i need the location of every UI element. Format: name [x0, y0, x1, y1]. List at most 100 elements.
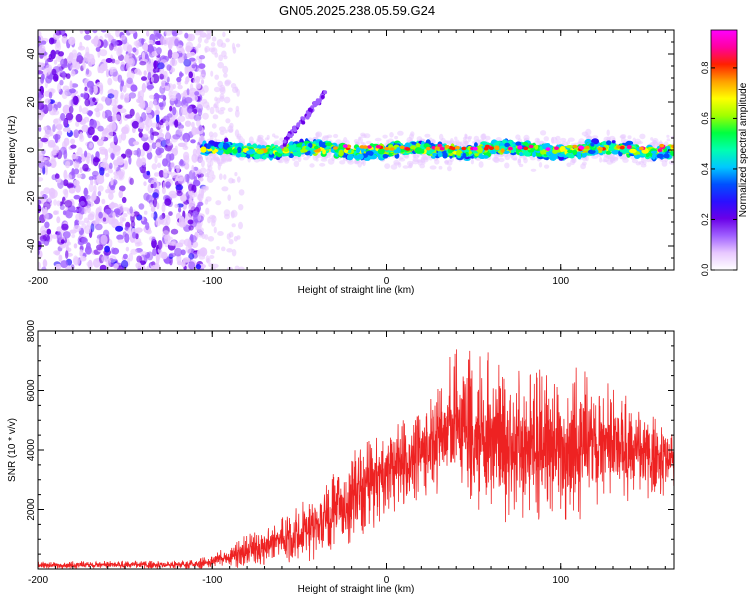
spectrogram-cell [188, 169, 196, 180]
spectrogram-cell [84, 225, 92, 235]
spectrogram-cell [198, 177, 204, 182]
spectrogram-cell [88, 183, 94, 193]
colorbar-tick-label: 0.2 [700, 213, 710, 226]
spectrogram-cell [109, 68, 114, 76]
spectrogram-cell [269, 150, 273, 155]
spectrogram-cell [38, 151, 44, 160]
spectrogram-cell [67, 127, 71, 134]
snr-y-label: SNR (10 * v/v) [7, 418, 18, 482]
spectrogram-cell [146, 170, 151, 176]
spectrogram-cell [515, 134, 521, 140]
x-tick-label: 100 [552, 276, 569, 287]
spectrogram-cell [195, 82, 201, 90]
spectrogram-cell [319, 162, 326, 167]
spectrogram-cell [169, 105, 173, 112]
spectrogram-cell [420, 157, 426, 164]
spectrogram-cell [135, 227, 143, 233]
spectrogram-cell [137, 262, 142, 269]
spectrogram-cell [90, 223, 95, 233]
spectrogram-cell [99, 264, 107, 270]
spectrogram-cell [77, 147, 83, 156]
spectrogram-cell [442, 152, 448, 159]
spectrogram-cell [396, 147, 401, 154]
spectrogram-cell [118, 185, 126, 192]
spectrogram-cell [146, 64, 151, 73]
spectrogram-cell [95, 110, 101, 118]
spectrogram-cell [534, 144, 539, 150]
spectrogram-cell [503, 153, 508, 158]
spectrogram-cell [108, 162, 113, 170]
spectrogram-cell [223, 209, 231, 217]
spectrogram-cell [73, 129, 80, 139]
colorbar-ticks: 0.0 0.2 0.4 0.6 0.8 [700, 62, 737, 277]
colorbar-tick-label: 0.0 [700, 264, 710, 277]
spectrogram-cell [434, 146, 440, 150]
spectrogram-cell [165, 181, 171, 189]
spectrogram-cell [154, 109, 161, 115]
spectrogram-cell [157, 240, 163, 250]
spectrogram-cell [177, 84, 183, 90]
spectrogram-cell [62, 85, 70, 91]
spectrogram-cell [97, 190, 102, 197]
spectrogram-cell [424, 133, 431, 138]
spectrogram-cell [159, 214, 164, 220]
spectrogram-cell [75, 113, 83, 123]
spectrogram-cell [153, 181, 157, 189]
spectrogram-cell [238, 189, 245, 196]
spectrogram-cell [228, 128, 234, 133]
spectrogram-cell [99, 85, 104, 95]
spectrogram-cell [143, 70, 147, 76]
spectrogram-cell [77, 45, 86, 51]
spectrogram-cell [180, 195, 187, 202]
spectrogram-cell [226, 233, 231, 240]
spectrogram-cell [206, 30, 213, 35]
spectrogram-cell [661, 160, 668, 167]
spectrogram-cell [246, 150, 255, 155]
spectrogram-cell [335, 139, 342, 145]
spectrogram-cell [102, 39, 108, 49]
spectrogram-cell [235, 43, 241, 48]
spectrogram-cell [104, 245, 110, 253]
spectrogram-cell [578, 145, 584, 149]
spectrogram-cell [461, 146, 467, 151]
spectrogram-cell [182, 257, 191, 263]
spectrogram-cell [61, 223, 69, 231]
spectrogram-cell [212, 132, 218, 138]
spectrogram-cell [148, 100, 154, 110]
spectrogram-cell [162, 168, 168, 178]
spectrogram-cell [167, 49, 173, 59]
spectrogram-cell [225, 38, 230, 43]
spectrogram-cell [170, 193, 175, 199]
spectrogram-cell [210, 249, 216, 255]
spectrogram-cell [425, 146, 431, 151]
spectrogram-cell [122, 217, 126, 222]
y-tick-label: 0 [26, 147, 37, 153]
spectrogram-cell [670, 144, 674, 149]
spectrogram-cell [262, 155, 267, 160]
spectrogram-cell [138, 71, 143, 76]
spectrogram-cell [187, 219, 194, 225]
spectrogram-cell [80, 93, 84, 98]
spectrogram-cell [394, 135, 398, 140]
spectrogram-cell [45, 64, 53, 72]
spectrogram-cell [197, 201, 204, 207]
spectrogram-cell [73, 168, 80, 175]
spectrogram-cell [463, 140, 469, 145]
spectrogram-cell [635, 154, 641, 158]
spectrogram-cell [226, 147, 233, 154]
spectrogram-cell [206, 257, 211, 264]
spectrogram-cell [38, 110, 44, 121]
spectrogram-cell [359, 145, 365, 149]
spectrogram-cell [48, 37, 55, 45]
spectrogram-cell [50, 157, 56, 162]
spectrogram-cell [52, 145, 60, 154]
spectrogram-cell [149, 46, 157, 52]
spectrogram-cell [125, 148, 133, 158]
spectrogram-cell [115, 225, 124, 232]
spectrogram-cell [38, 101, 45, 110]
x-tick-label: -200 [28, 276, 48, 287]
spectrogram-cell [572, 149, 578, 156]
spectrogram-cell [283, 152, 290, 157]
spectrogram-cell [613, 156, 619, 162]
spectrogram-cell [554, 146, 559, 150]
